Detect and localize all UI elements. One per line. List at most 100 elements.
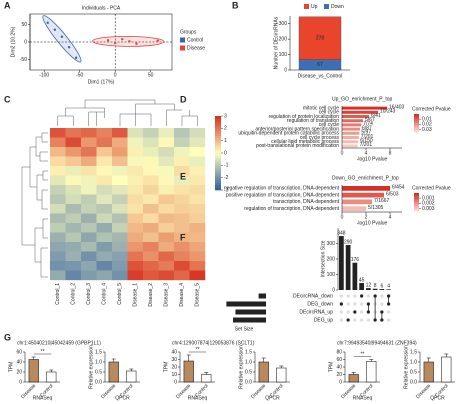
error-bar — [49, 369, 54, 372]
y-tick-label: 0 — [339, 379, 342, 385]
heatmap-cell — [50, 147, 66, 157]
heatmap-cell — [189, 128, 206, 138]
panel-letter: C — [4, 94, 11, 104]
point — [128, 40, 131, 43]
heatmap-cell — [174, 251, 190, 262]
heatmap-cell — [81, 137, 97, 148]
column-label: Disease_4 — [179, 283, 185, 307]
heatmap-cell — [158, 232, 175, 243]
bar — [108, 361, 119, 383]
matrix-dot — [339, 294, 343, 298]
heatmap-cell — [112, 242, 128, 252]
y-tick-label: 0.5 — [410, 369, 417, 375]
heatmap-cell — [81, 251, 97, 262]
heatmap-cell — [65, 185, 82, 195]
y-tick-label: 1.0 — [410, 359, 417, 365]
y-tick-label: 200 — [327, 256, 336, 262]
heatmap-cell — [50, 261, 66, 271]
heatmap-cell — [81, 204, 97, 214]
heatmap-cell — [174, 261, 190, 271]
colorbar-step — [215, 123, 221, 127]
set-size-bar — [235, 309, 266, 315]
column-label: Disease_2 — [148, 283, 154, 307]
colorbar-step — [215, 155, 221, 159]
heatmap-cell — [189, 223, 206, 233]
set-size-bar — [233, 317, 266, 323]
matrix-member — [366, 302, 370, 306]
legend-tick-label: 0.01 — [422, 116, 432, 122]
bar — [342, 199, 372, 205]
y-tick-label: 50 — [21, 22, 27, 28]
heatmap-cell — [174, 223, 190, 233]
heatmap-cell — [50, 175, 66, 186]
heatmap-cell — [174, 242, 190, 252]
legend-gradient — [414, 124, 419, 127]
matrix-member — [380, 310, 384, 314]
heatmap-cell — [96, 137, 113, 148]
bar — [276, 367, 287, 383]
heatmap-cell — [174, 156, 190, 167]
legend-gradient — [414, 114, 419, 117]
matrix-dot — [387, 318, 391, 322]
legend-title: Corrected Pvalue — [412, 106, 451, 112]
bar — [342, 119, 363, 123]
intersection-bar — [352, 262, 358, 290]
heatmap-cell — [96, 270, 113, 281]
category-label: cell cycle — [319, 122, 340, 128]
x-tick-label: 4 — [389, 214, 392, 220]
x-axis-label: QPCR — [430, 395, 445, 401]
y-tick-label: 1.5 — [410, 349, 417, 355]
set-label: DEcircRNA_up — [299, 309, 333, 315]
bar-annotation: 6/150 — [360, 138, 373, 144]
y-axis-label: Relative expression — [403, 345, 409, 389]
y-tick-label: 0 — [174, 379, 177, 385]
gene-title: chr7:99493540|99494631 (ZNF394) — [337, 340, 417, 346]
heatmap-cell — [174, 204, 190, 214]
x-axis-label: RNASeq — [33, 395, 53, 401]
heatmap-cell — [112, 204, 128, 214]
colorbar-tick-label: -3 — [224, 187, 229, 193]
y-axis-label: TPM — [8, 362, 14, 373]
matrix-dot — [387, 310, 391, 314]
error-bar — [111, 358, 116, 362]
heatmap-cell — [143, 185, 159, 195]
heatmap-cell — [96, 128, 113, 138]
bar-annotation: 7/74 — [363, 121, 373, 127]
heatmap-cell — [50, 194, 66, 205]
heatmap-cell — [189, 194, 206, 205]
y-tick-label: 20 — [171, 364, 177, 370]
bar-label: 4 — [387, 284, 390, 290]
y-axis-label: Relative expression — [238, 345, 244, 389]
x-tick-label: 0 — [341, 214, 344, 220]
dendrogram-left — [21, 132, 48, 278]
matrix-dot — [366, 294, 370, 298]
intersection-bar — [366, 288, 371, 290]
y-tick-label: 0.0 — [95, 379, 102, 385]
column-label: Disease_1 — [133, 283, 139, 307]
x-tick-label: 50 — [148, 72, 154, 78]
segment-label: 278 — [316, 36, 325, 42]
heatmap-cell — [81, 213, 97, 224]
legend-gradient — [414, 194, 419, 197]
heatmap-cell — [96, 185, 113, 195]
legend-gradient — [414, 126, 419, 129]
heatmap-cell — [143, 232, 159, 243]
heatmap-cell — [174, 128, 190, 138]
heatmap-cell — [65, 232, 82, 243]
y-axis-label: Intersection Size — [320, 240, 326, 277]
point — [74, 56, 78, 59]
error-bar — [129, 368, 134, 371]
y-tick-label: 40 — [336, 364, 342, 370]
heatmap-cell — [158, 156, 175, 167]
heatmap-cell — [50, 251, 66, 262]
heatmap-cell — [158, 185, 175, 195]
heatmap-cell — [189, 204, 206, 214]
gene-title: chr4:129007874|129053876 (SCLT1) — [172, 340, 255, 346]
heatmap-cell — [158, 242, 175, 252]
heatmap-cell — [96, 261, 113, 271]
legend-gradient — [414, 196, 419, 199]
heatmap-cell — [143, 128, 159, 138]
colorbar-step — [215, 133, 221, 137]
y-tick-label: 0.5 — [95, 369, 102, 375]
legend-label: Up — [311, 4, 318, 10]
